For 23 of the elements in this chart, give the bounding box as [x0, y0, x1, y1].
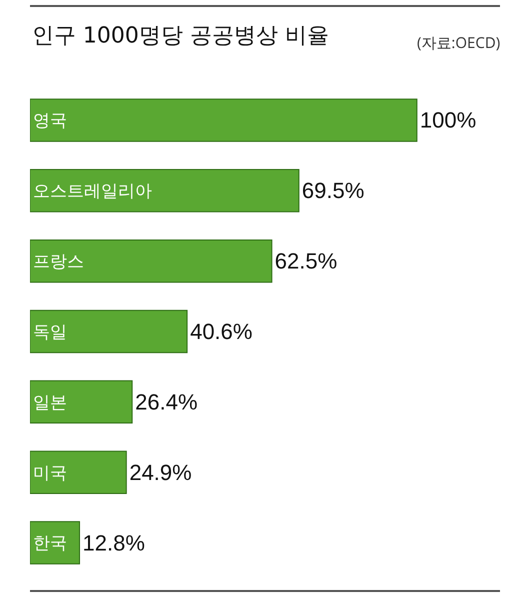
- data-label: 69.5%: [302, 178, 364, 204]
- y-tick-label: 오스트레일리아: [33, 182, 152, 202]
- data-label: 100%: [420, 108, 476, 133]
- data-label: 26.4%: [135, 389, 198, 414]
- data-label: 24.9%: [129, 460, 192, 485]
- y-tick-label: 프랑스: [33, 252, 84, 272]
- text: (자료:OECD): [417, 33, 500, 53]
- y-tick-label: 독일: [33, 322, 67, 342]
- y-tick-label: 일본: [33, 392, 67, 413]
- bar: [30, 310, 188, 354]
- bar: [30, 380, 133, 424]
- bar: [30, 169, 300, 212]
- bar: [30, 98, 418, 142]
- data-label: 40.6%: [190, 319, 252, 344]
- bar: [30, 239, 272, 283]
- data-label: 62.5%: [274, 248, 338, 274]
- y-tick-label: 미국: [33, 463, 67, 484]
- y-tick-label: 한국: [33, 534, 67, 554]
- data-label: 12.8%: [82, 530, 145, 556]
- bar: [30, 450, 127, 494]
- chart-title: 인구 1000명당 공공병상 비율: [32, 24, 329, 49]
- y-tick-label: 영국: [33, 111, 67, 132]
- bar: [30, 521, 80, 564]
